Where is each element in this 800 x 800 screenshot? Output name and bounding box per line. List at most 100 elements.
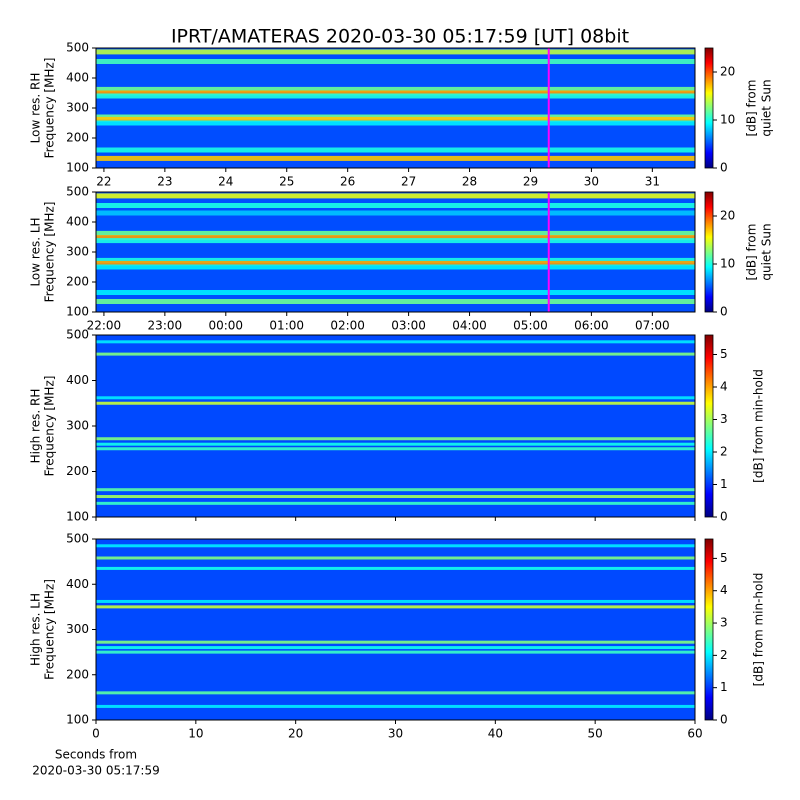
colorbar-tick-label: 1 [720,477,728,491]
colorbar [704,538,714,721]
colorbar [704,47,714,169]
y-tick-label: 100 [66,305,89,319]
heatmap-band [96,155,695,161]
y-tick-label: 200 [66,131,89,145]
colorbar-label: quiet Sun [760,223,774,280]
y-tick-label: 300 [66,622,89,636]
heatmap-band [96,210,695,216]
heatmap-background [96,335,695,517]
x-tick-label: 60 [687,727,702,741]
heatmap-band [96,566,695,570]
colorbar-label: [dB] from [745,224,759,281]
x-tick-label: 24 [218,175,233,189]
colorbar-tick-label: 3 [720,616,728,630]
y-tick-label: 400 [66,577,89,591]
colorbar [704,334,714,518]
y-tick-label: 500 [66,41,89,55]
y-tick-label: 200 [66,275,89,289]
colorbar-tick-label: 3 [720,412,728,426]
colorbar-tick-label: 0 [720,305,728,319]
heatmap-band [96,257,695,263]
heatmap-band [96,59,695,64]
colorbar-tick-label: 20 [720,65,735,79]
heatmap-band [96,90,695,96]
heatmap-band [96,396,695,400]
y-axis-label: Frequency [MHz] [43,202,57,303]
x-tick-label: 20 [288,727,303,741]
x-tick-label: 30 [388,727,403,741]
colorbar-tick-label: 0 [720,713,728,727]
y-tick-label: 500 [66,328,89,342]
y-tick-label: 400 [66,71,89,85]
plot-area [96,48,695,168]
x-tick-label: 01:00 [269,319,304,333]
heatmap-band [96,704,695,708]
heatmap-band [96,120,695,126]
x-tick-label: 10 [188,727,203,741]
x-axis-label: Seconds from [55,748,137,762]
heatmap-band [96,401,695,405]
y-axis-label: High res. RH [29,389,43,464]
heatmap-band [96,299,695,304]
colorbar-tick-label: 2 [720,648,728,662]
colorbar-tick-label: 4 [720,380,728,394]
x-tick-label: 0 [92,727,100,741]
y-tick-label: 200 [66,667,89,681]
colorbar-label: [dB] from min-hold [752,369,766,483]
x-tick-label: 30 [584,175,599,189]
colorbar-label: [dB] from [745,80,759,137]
y-tick-label: 500 [66,532,89,546]
colorbar-tick-label: 1 [720,680,728,694]
y-tick-label: 400 [66,373,89,387]
x-axis-label: 2020-03-30 05:17:59 [32,764,159,778]
x-tick-label: 31 [645,175,660,189]
heatmap-band [96,230,695,236]
x-tick-label: 23 [157,175,172,189]
x-tick-label: 02:00 [330,319,365,333]
heatmap-band [96,116,695,122]
heatmap-band [96,650,695,654]
heatmap-band [96,691,695,695]
heatmap-band [96,646,695,650]
x-tick-label: 22 [96,175,111,189]
x-tick-label: 26 [340,175,355,189]
heatmap-band [96,93,695,99]
colorbar-tick-label: 5 [720,551,728,565]
heatmap-band [96,147,695,153]
plot-area [96,335,695,517]
x-tick-label: 50 [588,727,603,741]
y-axis-label: Frequency [MHz] [43,58,57,159]
x-tick-label: 28 [462,175,477,189]
y-axis-label: Low res. RH [29,73,43,144]
heatmap-band [96,86,695,92]
y-tick-label: 200 [66,464,89,478]
heatmap-band [96,238,695,244]
y-axis-label: Frequency [MHz] [43,376,57,477]
heatmap-band [96,599,695,603]
heatmap-band [96,488,695,492]
colorbar-tick-label: 20 [720,209,735,223]
y-tick-label: 500 [66,185,89,199]
y-tick-label: 400 [66,215,89,229]
y-axis-label: Frequency [MHz] [43,579,57,680]
x-tick-label: 00:00 [208,319,243,333]
heatmap-band [96,264,695,270]
x-tick-label: 29 [523,175,538,189]
y-tick-label: 300 [66,245,89,259]
y-axis-label: Low res. LH [29,217,43,286]
y-tick-label: 300 [66,101,89,115]
heatmap-band [96,447,695,451]
colorbar-tick-label: 10 [720,257,735,271]
x-tick-label: 06:00 [574,319,609,333]
x-tick-label: 03:00 [391,319,426,333]
colorbar-tick-label: 4 [720,583,728,597]
y-axis-label: High res. LH [29,593,43,666]
colorbar-label: quiet Sun [760,79,774,136]
heatmap-band [96,501,695,505]
figure-title: IPRT/AMATERAS 2020-03-30 05:17:59 [UT] 0… [171,26,629,48]
heatmap-band [96,442,695,446]
colorbar-tick-label: 10 [720,113,735,127]
heatmap-band [96,193,695,199]
heatmap-band [96,352,695,356]
